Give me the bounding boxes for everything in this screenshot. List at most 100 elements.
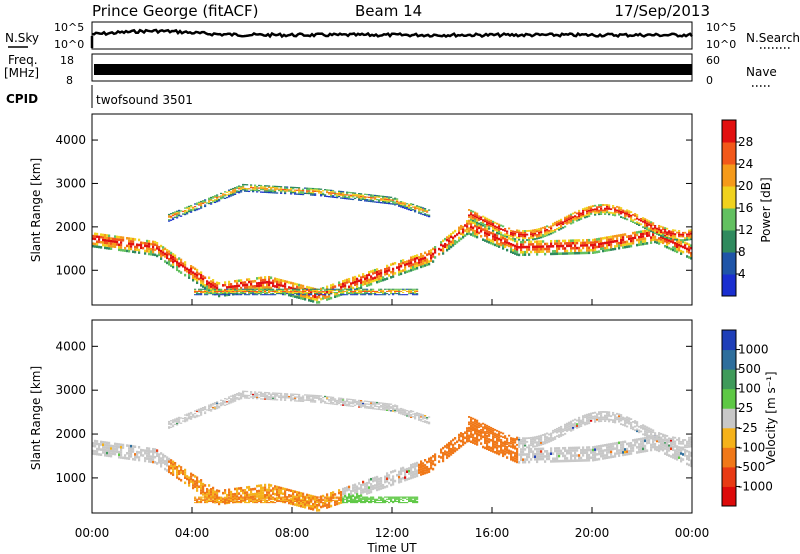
velocity-cell xyxy=(130,455,133,458)
velocity-cell xyxy=(256,495,259,498)
velocity-cell xyxy=(360,489,363,492)
velocity-cell xyxy=(446,451,449,454)
power-cell xyxy=(174,259,177,263)
velocity-cell xyxy=(486,426,489,429)
velocity-cell xyxy=(312,498,315,500)
velocity-cell xyxy=(272,392,275,394)
power-cell xyxy=(614,245,617,248)
power-cell xyxy=(312,289,315,291)
power-cell xyxy=(336,289,339,291)
power-cell xyxy=(418,211,421,213)
noise-right-top-tick: 10^5 xyxy=(706,21,736,34)
velocity-cell xyxy=(366,484,369,488)
power-cell xyxy=(306,191,309,193)
power-cell xyxy=(364,288,367,290)
power-cell xyxy=(360,199,363,202)
power-cell xyxy=(410,203,413,205)
power-cell xyxy=(366,288,369,290)
velocity-cell xyxy=(368,407,371,409)
power-cell xyxy=(514,252,517,255)
power-cell xyxy=(276,288,279,290)
power-cell xyxy=(678,238,681,242)
power-cell xyxy=(234,191,237,193)
power-cell xyxy=(398,201,401,203)
power-cell xyxy=(674,229,677,232)
power-cell xyxy=(326,191,329,194)
power-cell xyxy=(254,185,257,188)
power-cell xyxy=(318,288,321,290)
power-cell xyxy=(318,189,321,191)
power-cell xyxy=(302,284,305,288)
power-cell xyxy=(320,191,323,193)
power-cell xyxy=(686,237,689,239)
power-cell xyxy=(678,233,681,236)
power-cell xyxy=(512,237,515,240)
velocity-cell xyxy=(342,403,345,405)
power-cell xyxy=(200,271,203,274)
power-cell xyxy=(408,206,411,208)
power-cell xyxy=(328,189,331,191)
velocity-cell xyxy=(190,413,193,415)
power-cell xyxy=(486,225,489,227)
noise-right-bottom-tick: 10^0 xyxy=(706,38,736,51)
velocity-cell xyxy=(244,496,247,500)
power-cell xyxy=(644,218,647,221)
power-cell xyxy=(144,244,147,248)
power-cell xyxy=(320,192,323,194)
velocity-cell xyxy=(336,499,339,501)
power-cell xyxy=(544,252,547,256)
velocity-cell xyxy=(302,395,305,397)
power-cell xyxy=(548,231,551,234)
velocity-cell xyxy=(98,442,101,446)
power-cell xyxy=(244,187,247,190)
power-cell xyxy=(408,205,411,207)
power-cell xyxy=(414,211,417,213)
velocity-cell xyxy=(254,497,257,499)
power-cell xyxy=(240,294,243,296)
velocity-cell xyxy=(340,497,343,499)
power-cell xyxy=(194,275,197,278)
velocity-cell xyxy=(286,393,289,395)
power-cell xyxy=(248,288,251,290)
power-cell xyxy=(656,238,659,242)
velocity-cell xyxy=(316,499,319,501)
velocity-cell xyxy=(284,397,287,399)
velocity-cell xyxy=(398,470,401,474)
power-cell xyxy=(614,212,617,215)
power-cell xyxy=(556,249,559,253)
power-cell xyxy=(276,280,279,284)
power-cell xyxy=(660,238,663,241)
power-cell xyxy=(678,231,681,234)
velocity-cell xyxy=(320,395,323,397)
power-cell xyxy=(276,192,279,194)
velocity-cell xyxy=(116,448,119,451)
velocity-cell xyxy=(116,445,119,449)
velocity-cell xyxy=(412,500,415,503)
power-cell xyxy=(382,199,385,201)
power-cell xyxy=(504,245,507,248)
power-cell xyxy=(614,209,617,211)
velocity-cell xyxy=(186,414,189,417)
velocity-cell xyxy=(230,398,233,400)
power-cell xyxy=(154,248,157,252)
power-cell xyxy=(594,251,597,254)
velocity-cell xyxy=(200,411,203,414)
velocity-cell xyxy=(138,451,141,454)
power-cell xyxy=(514,244,517,248)
power-cell xyxy=(544,227,547,230)
power-cell xyxy=(496,222,499,225)
power-cell xyxy=(470,220,473,224)
velocity-cell xyxy=(378,502,381,504)
velocity-cell xyxy=(220,500,223,503)
power-cell xyxy=(664,236,667,239)
power-cell xyxy=(238,192,241,194)
velocity-cell xyxy=(304,394,307,396)
velocity-cell xyxy=(214,493,217,496)
power-cell xyxy=(408,207,411,209)
velocity-cell xyxy=(272,492,275,495)
power-cell xyxy=(168,216,171,218)
velocity-cell xyxy=(254,500,257,503)
velocity-cell xyxy=(244,494,247,497)
power-cell xyxy=(508,244,511,248)
velocity-cell xyxy=(476,425,479,427)
